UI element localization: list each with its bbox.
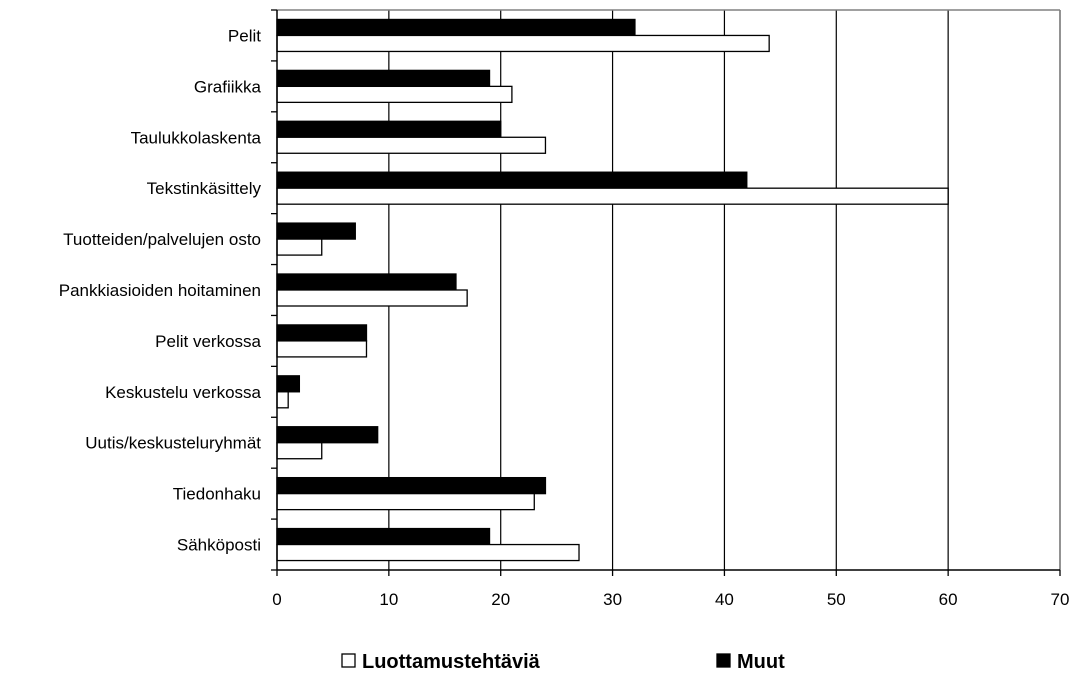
category-label: Sähköposti bbox=[177, 536, 261, 555]
x-tick-label: 60 bbox=[939, 590, 958, 609]
bar bbox=[276, 120, 502, 138]
gridlines bbox=[277, 9, 1061, 570]
bar bbox=[276, 426, 379, 444]
bar bbox=[276, 543, 580, 562]
category-label: Uutis/keskusteluryhmät bbox=[85, 434, 261, 453]
labels: 0 10 20 30 40 50 60 70 Pelit Grafiikka Taulukkolas… bbox=[59, 26, 1070, 609]
category-label: Pelit verkossa bbox=[155, 332, 261, 351]
bar bbox=[276, 375, 301, 393]
x-tick-label: 40 bbox=[715, 590, 734, 609]
category-label: Taulukkolaskenta bbox=[131, 128, 262, 147]
category-label: Tuotteiden/palvelujen osto bbox=[63, 230, 261, 249]
legend: Luottamustehtäviä Muut bbox=[341, 651, 785, 673]
bar bbox=[276, 476, 547, 495]
legend-label: Muut bbox=[737, 651, 785, 673]
bar bbox=[276, 391, 289, 409]
bar bbox=[276, 492, 535, 511]
category-label: Tiedonhaku bbox=[173, 485, 261, 504]
bar bbox=[276, 273, 457, 291]
bar bbox=[276, 171, 748, 189]
x-tick-label: 30 bbox=[603, 590, 622, 609]
category-label: Pankkiasioiden hoitaminen bbox=[59, 281, 261, 300]
bar bbox=[276, 289, 468, 307]
bar bbox=[276, 222, 356, 240]
category-label: Tekstinkäsittely bbox=[147, 179, 262, 198]
bar bbox=[276, 340, 368, 358]
bar bbox=[276, 136, 547, 154]
x-tick-label: 10 bbox=[379, 590, 398, 609]
bar bbox=[276, 442, 323, 460]
legend-label: Luottamustehtäviä bbox=[362, 651, 541, 673]
x-tick-label: 0 bbox=[272, 590, 281, 609]
bar bbox=[276, 238, 323, 256]
bar bbox=[276, 69, 491, 88]
bar bbox=[276, 34, 770, 53]
bar bbox=[276, 187, 949, 205]
legend-swatch bbox=[341, 653, 356, 668]
bar bbox=[276, 85, 513, 104]
category-label: Pelit bbox=[228, 26, 261, 45]
category-label: Grafiikka bbox=[194, 77, 262, 96]
bar bbox=[276, 527, 491, 546]
category-label: Keskustelu verkossa bbox=[105, 383, 261, 402]
legend-swatch bbox=[716, 653, 731, 668]
x-tick-label: 70 bbox=[1051, 590, 1070, 609]
bar bbox=[276, 324, 368, 342]
x-tick-label: 20 bbox=[491, 590, 510, 609]
bar bbox=[276, 18, 636, 37]
axes bbox=[271, 9, 1061, 576]
x-tick-label: 50 bbox=[827, 590, 846, 609]
